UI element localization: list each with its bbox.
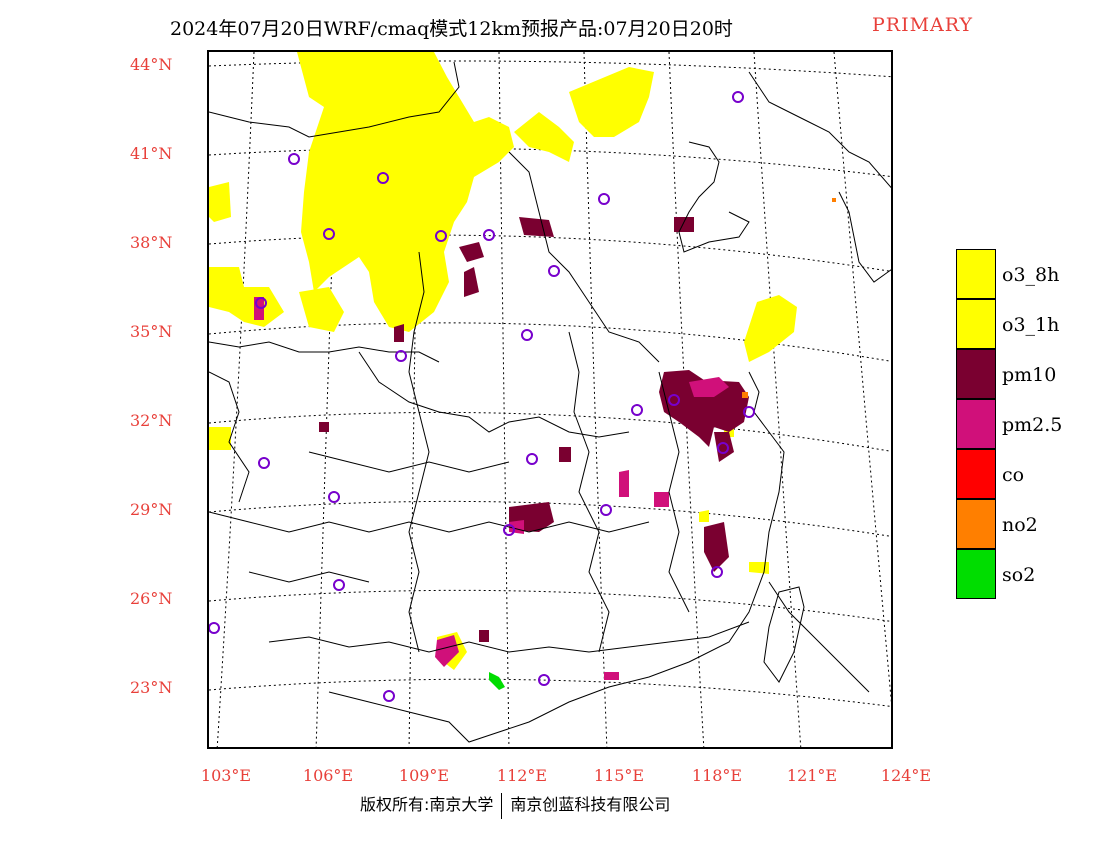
so2-region — [489, 672, 505, 690]
pollutant-tag: PRIMARY — [872, 14, 974, 36]
lat-label-32: 32°N — [130, 411, 173, 430]
legend-label-pm25: pm2.5 — [1002, 414, 1063, 436]
lon-label-121: 121°E — [786, 766, 838, 785]
lon-label-103: 103°E — [200, 766, 252, 785]
legend-label-o3-1h: o3_1h — [1002, 314, 1060, 336]
lon-label-118: 118°E — [691, 766, 743, 785]
o3-regions — [209, 52, 797, 670]
lat-label-41: 41°N — [130, 144, 173, 163]
lon-label-115: 115°E — [593, 766, 645, 785]
station-markers — [209, 91, 755, 702]
pm25-regions — [254, 297, 729, 680]
legend-label-pm10: pm10 — [1002, 364, 1057, 386]
map-title-text: 2024年07月20日WRF/cmaq模式12km预报产品:07月20日20时 — [170, 18, 733, 40]
legend-swatch-o3-8h — [956, 249, 996, 299]
legend-swatch-o3-1h — [956, 299, 996, 349]
lon-label-106: 106°E — [302, 766, 354, 785]
lat-label-35: 35°N — [130, 322, 173, 341]
lat-label-44: 44°N — [130, 55, 173, 74]
legend-swatch-co — [956, 449, 996, 499]
legend-label-o3-8h: o3_8h — [1002, 264, 1060, 286]
legend-swatch-pm10 — [956, 349, 996, 399]
legend-label-so2: so2 — [1002, 564, 1036, 586]
lat-label-29: 29°N — [130, 500, 173, 519]
credit-left: 版权所有:南京大学 — [360, 795, 494, 814]
legend-label-co: co — [1002, 464, 1025, 486]
credit-separator — [501, 792, 503, 819]
lat-label-26: 26°N — [130, 589, 173, 608]
lat-label-23: 23°N — [130, 678, 173, 697]
lat-label-38: 38°N — [130, 233, 173, 252]
pm10-regions — [319, 217, 749, 642]
copyright-credit: 版权所有:南京大学 南京创蓝科技有限公司 — [360, 791, 670, 819]
legend-swatch-pm25 — [956, 399, 996, 449]
legend-swatch-so2 — [956, 549, 996, 599]
credit-right: 南京创蓝科技有限公司 — [510, 795, 671, 814]
lon-label-112: 112°E — [496, 766, 548, 785]
lon-label-124: 124°E — [880, 766, 932, 785]
map-frame[interactable] — [207, 50, 893, 749]
boundaries — [209, 61, 891, 743]
legend-swatch-no2 — [956, 499, 996, 549]
lon-label-109: 109°E — [398, 766, 450, 785]
map-canvas — [209, 52, 891, 747]
legend-label-no2: no2 — [1002, 514, 1038, 536]
no2-region — [742, 198, 836, 398]
